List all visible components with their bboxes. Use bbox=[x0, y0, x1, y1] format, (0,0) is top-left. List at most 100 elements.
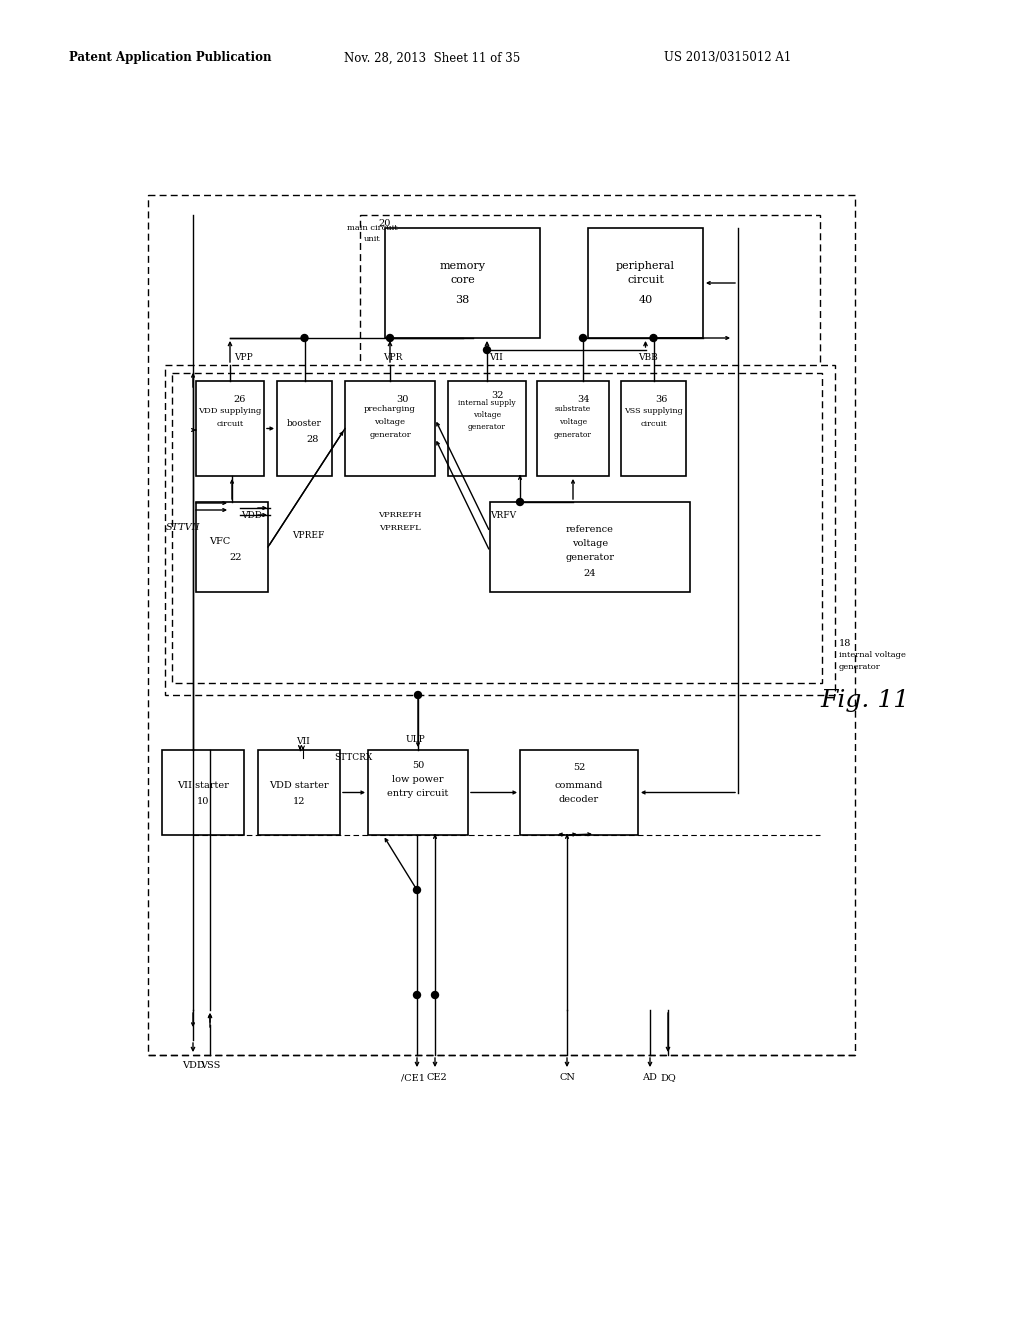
Text: voltage: voltage bbox=[375, 418, 406, 426]
Text: VDD: VDD bbox=[242, 511, 262, 520]
Text: VPR: VPR bbox=[383, 352, 402, 362]
Circle shape bbox=[415, 692, 422, 698]
Circle shape bbox=[483, 346, 490, 354]
Text: 34: 34 bbox=[577, 395, 589, 404]
Text: VII starter: VII starter bbox=[177, 780, 229, 789]
Text: command: command bbox=[555, 780, 603, 789]
Text: VII: VII bbox=[296, 738, 310, 747]
Circle shape bbox=[650, 334, 657, 342]
Circle shape bbox=[386, 334, 393, 342]
Text: 32: 32 bbox=[490, 391, 503, 400]
Circle shape bbox=[431, 991, 438, 998]
Text: VDD starter: VDD starter bbox=[269, 780, 329, 789]
Text: Fig. 11: Fig. 11 bbox=[820, 689, 909, 711]
Text: 36: 36 bbox=[655, 395, 668, 404]
Text: ULP: ULP bbox=[406, 735, 425, 744]
Text: internal voltage: internal voltage bbox=[839, 651, 906, 659]
Text: 40: 40 bbox=[638, 294, 652, 305]
Text: 24: 24 bbox=[584, 569, 596, 578]
Text: VII: VII bbox=[489, 352, 503, 362]
Bar bbox=[588, 228, 703, 338]
Text: Nov. 28, 2013  Sheet 11 of 35: Nov. 28, 2013 Sheet 11 of 35 bbox=[344, 51, 520, 65]
Text: US 2013/0315012 A1: US 2013/0315012 A1 bbox=[665, 51, 792, 65]
Text: /CE1: /CE1 bbox=[401, 1073, 425, 1082]
Text: 38: 38 bbox=[456, 294, 470, 305]
Text: substrate: substrate bbox=[555, 405, 591, 413]
Text: circuit: circuit bbox=[216, 420, 244, 428]
Text: AD: AD bbox=[643, 1073, 657, 1082]
Text: peripheral: peripheral bbox=[616, 261, 675, 271]
Circle shape bbox=[516, 499, 523, 506]
Text: unit: unit bbox=[364, 235, 380, 243]
Text: 10: 10 bbox=[197, 797, 209, 807]
Circle shape bbox=[580, 334, 587, 342]
Text: 26: 26 bbox=[233, 395, 246, 404]
Text: 12: 12 bbox=[293, 797, 305, 807]
Circle shape bbox=[414, 887, 421, 894]
Bar bbox=[490, 502, 690, 591]
Text: 52: 52 bbox=[572, 763, 585, 772]
Bar bbox=[537, 381, 609, 477]
Circle shape bbox=[301, 334, 308, 342]
Bar bbox=[165, 366, 835, 696]
Text: memory: memory bbox=[439, 261, 485, 271]
Bar bbox=[162, 750, 244, 836]
Text: 30: 30 bbox=[396, 395, 409, 404]
Text: Patent Application Publication: Patent Application Publication bbox=[69, 51, 271, 65]
Text: VPRREFL: VPRREFL bbox=[379, 524, 421, 532]
Bar bbox=[196, 381, 264, 477]
Text: 50: 50 bbox=[412, 762, 424, 771]
Text: decoder: decoder bbox=[559, 796, 599, 804]
Circle shape bbox=[414, 991, 421, 998]
Bar bbox=[258, 750, 340, 836]
Text: STTVII: STTVII bbox=[166, 524, 201, 532]
Text: circuit: circuit bbox=[627, 275, 664, 285]
Text: entry circuit: entry circuit bbox=[387, 789, 449, 799]
Text: low power: low power bbox=[392, 776, 443, 784]
Text: core: core bbox=[451, 275, 475, 285]
Text: CN: CN bbox=[559, 1073, 574, 1082]
Text: VBB: VBB bbox=[638, 352, 657, 362]
Text: DQ: DQ bbox=[660, 1073, 676, 1082]
Bar bbox=[278, 381, 332, 477]
Text: VPP: VPP bbox=[233, 352, 252, 362]
Bar bbox=[345, 381, 435, 477]
Text: generator: generator bbox=[468, 422, 506, 432]
Text: CE2: CE2 bbox=[427, 1073, 447, 1082]
Text: booster: booster bbox=[287, 420, 322, 429]
Text: VRFV: VRFV bbox=[489, 511, 516, 520]
Text: VDD: VDD bbox=[181, 1060, 205, 1069]
Text: internal supply: internal supply bbox=[458, 399, 516, 407]
Text: VDD supplying: VDD supplying bbox=[199, 407, 262, 414]
Text: main circuit: main circuit bbox=[347, 224, 397, 232]
Bar bbox=[385, 228, 540, 338]
Text: VSS supplying: VSS supplying bbox=[624, 407, 683, 414]
Text: VPRREFH: VPRREFH bbox=[378, 511, 422, 519]
Bar bbox=[196, 502, 268, 591]
Bar bbox=[148, 195, 855, 1055]
Text: generator: generator bbox=[554, 432, 592, 440]
Text: voltage: voltage bbox=[572, 540, 608, 549]
Text: 18: 18 bbox=[839, 639, 851, 648]
Text: 20: 20 bbox=[379, 219, 391, 228]
Bar bbox=[520, 750, 638, 836]
Text: voltage: voltage bbox=[473, 411, 501, 418]
Text: voltage: voltage bbox=[559, 418, 587, 426]
Text: VPREF: VPREF bbox=[292, 531, 325, 540]
Text: circuit: circuit bbox=[640, 420, 667, 428]
Text: 22: 22 bbox=[229, 553, 243, 562]
Text: VSS: VSS bbox=[200, 1060, 220, 1069]
Text: reference: reference bbox=[566, 525, 614, 535]
Text: generator: generator bbox=[565, 553, 614, 562]
Text: VFC: VFC bbox=[209, 537, 230, 546]
Bar bbox=[360, 215, 820, 400]
Text: generator: generator bbox=[839, 663, 881, 671]
Text: 28: 28 bbox=[306, 434, 318, 444]
Bar bbox=[172, 374, 822, 682]
Bar bbox=[621, 381, 686, 477]
Bar bbox=[449, 381, 526, 477]
Bar bbox=[368, 750, 468, 836]
Text: precharging: precharging bbox=[365, 405, 416, 413]
Text: STTCRX: STTCRX bbox=[334, 754, 372, 763]
Text: generator: generator bbox=[369, 432, 411, 440]
